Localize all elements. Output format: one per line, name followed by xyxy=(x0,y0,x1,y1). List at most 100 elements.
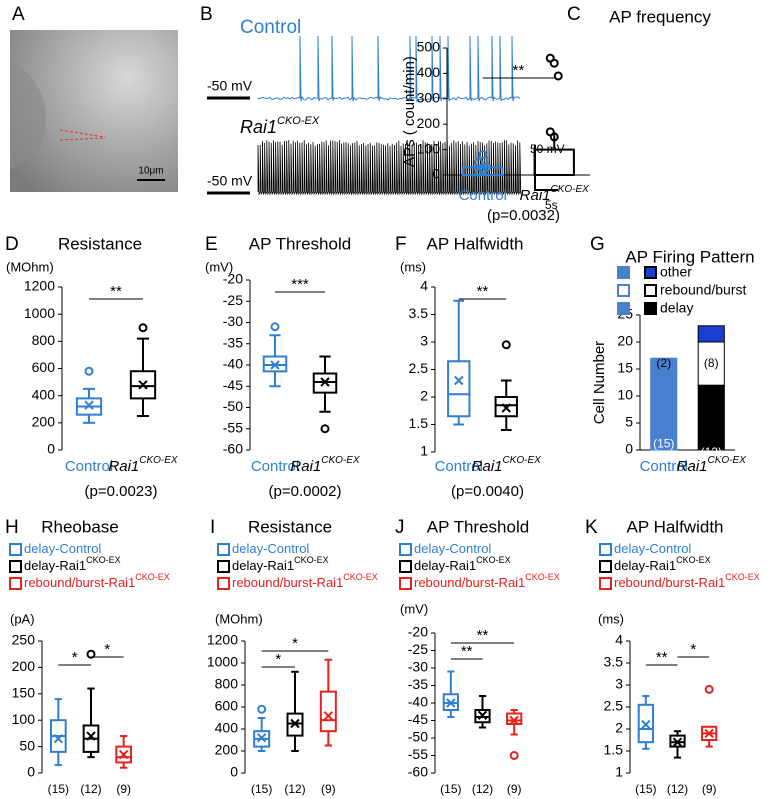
significance-label: ** xyxy=(477,627,489,644)
data-point xyxy=(553,71,563,81)
significance-label: ** xyxy=(477,283,489,300)
y-axis-label: Cell Number xyxy=(591,341,608,424)
panel-b: B Control -50 mV Rai1CKO-EX -50 mV 50 mV… xyxy=(200,4,565,212)
panel-a: A 10μm xyxy=(10,4,178,192)
text-part: CKO-EX xyxy=(676,555,711,565)
panel-letter: E xyxy=(205,234,218,255)
panel-letter: B xyxy=(200,4,213,25)
legend-label: rebound/burst-Rai1CKO-EX xyxy=(24,572,170,590)
y-tick-label: 2.5 xyxy=(604,698,624,714)
chart-title: AP Threshold xyxy=(249,234,351,253)
box xyxy=(447,360,471,418)
y-tick-label: 800 xyxy=(32,332,56,348)
y-tick-label: 600 xyxy=(32,359,56,375)
y-tick-label: 0 xyxy=(47,441,55,457)
significance-label: * xyxy=(275,651,281,668)
x-tick-label: (9) xyxy=(116,782,131,796)
y-tick-label: 1 xyxy=(420,443,428,459)
legend-label: delay-Rai1CKO-EX xyxy=(232,555,329,573)
legend-swatch xyxy=(617,266,630,279)
y-tick-label: -55 xyxy=(223,419,243,435)
x-tick-label: Rai1CKO-EX xyxy=(108,455,178,475)
x-tick-label: Control xyxy=(459,187,507,204)
scale-label: 5s xyxy=(545,198,558,212)
legend-swatch xyxy=(399,577,412,590)
y-tick-label: 400 xyxy=(417,64,441,80)
panel-letter: A xyxy=(12,4,25,25)
unit-label: (pA) xyxy=(10,611,35,626)
legend-swatch xyxy=(9,543,22,556)
bar-segment xyxy=(697,384,725,451)
text-part: CKO-EX xyxy=(525,572,560,582)
x-tick-label: (12) xyxy=(667,782,688,796)
y-tick-label: 1000 xyxy=(207,654,238,670)
y-tick-label: 200 xyxy=(417,115,441,131)
mean-marker xyxy=(672,737,683,747)
y-tick-label: 0 xyxy=(230,764,238,780)
p-value: (p=0.0040) xyxy=(451,483,524,500)
y-tick-label: 10 xyxy=(617,387,633,403)
value-label: (2) xyxy=(656,356,671,370)
trace-mutant xyxy=(257,139,522,196)
text-part: Rai1 xyxy=(472,458,503,475)
data-point xyxy=(482,162,492,172)
electrode xyxy=(59,129,106,141)
unit-label: (mV) xyxy=(400,601,428,616)
chart-title: Resistance xyxy=(58,234,142,253)
panel-letter: K xyxy=(585,517,598,538)
y-tick-label: -20 xyxy=(408,624,428,640)
text-part: (15) xyxy=(48,782,69,796)
y-tick-label: 1000 xyxy=(24,305,55,321)
value-label: (8) xyxy=(704,356,719,370)
text-part: Rai1 xyxy=(108,458,139,475)
x-tick-label: Control xyxy=(640,458,688,475)
y-tick-label: -25 xyxy=(223,292,243,308)
y-tick-label: 1.5 xyxy=(409,415,429,431)
panel: F AP Halfwidth(ms) 1 1.5 2 2.5 3 3.5 4 ControlRai… xyxy=(395,234,541,500)
baseline-label: -50 mV xyxy=(207,78,253,94)
text-part: rebound/burst-Rai1 xyxy=(614,575,725,590)
mean-marker xyxy=(320,377,330,387)
legend-swatch xyxy=(644,284,657,297)
text-part: CKO-EX xyxy=(294,555,329,565)
box xyxy=(506,712,523,725)
outlier xyxy=(270,322,280,332)
legend-label: delay-Rai1CKO-EX xyxy=(614,555,711,573)
data-point xyxy=(549,58,559,68)
chart-title: Rheobase xyxy=(41,517,119,536)
outlier xyxy=(320,424,330,434)
legend-swatch xyxy=(599,560,612,573)
text-part: (9) xyxy=(321,782,336,796)
x-tick-label: Control xyxy=(435,458,483,475)
y-tick-label: 3.5 xyxy=(604,654,624,670)
text-part: (9) xyxy=(116,782,131,796)
legend-label: rebound/burst xyxy=(660,282,747,298)
legend-label: rebound/burst-Rai1CKO-EX xyxy=(232,572,378,590)
text-part: (12) xyxy=(667,782,688,796)
y-tick-label: 1200 xyxy=(24,278,55,294)
x-tick-label: Rai1CKO-EX xyxy=(520,184,590,204)
y-tick-label: -35 xyxy=(408,676,428,692)
text-part: CKO-EX xyxy=(343,572,378,582)
text-part: delay-Control xyxy=(614,541,691,556)
text-part: CKO-EX xyxy=(321,455,360,466)
data-point xyxy=(478,150,488,160)
significance-label: * xyxy=(104,641,110,658)
legend-label: other xyxy=(660,264,692,280)
y-tick-label: -60 xyxy=(408,764,428,780)
mean-marker xyxy=(501,403,511,413)
outlier xyxy=(509,751,519,760)
text-part: (9) xyxy=(507,782,522,796)
panel: C AP frequency APs ( count/min) 0 100 200 300 4… xyxy=(401,4,711,224)
text-part: CKO-EX xyxy=(135,572,170,582)
mean-marker xyxy=(454,375,464,386)
text-part: CKO-EX xyxy=(503,455,542,466)
text-part: CKO-EX xyxy=(725,572,760,582)
text-part: rebound/burst-Rai1 xyxy=(414,575,525,590)
text-part: CKO-EX xyxy=(551,184,590,195)
y-tick-label: -45 xyxy=(408,711,428,727)
text-part: Rai1 xyxy=(677,458,708,475)
text-part: delay-Control xyxy=(232,541,309,556)
y-tick-label: 4 xyxy=(420,278,428,294)
chart-title: AP Threshold xyxy=(427,517,529,536)
